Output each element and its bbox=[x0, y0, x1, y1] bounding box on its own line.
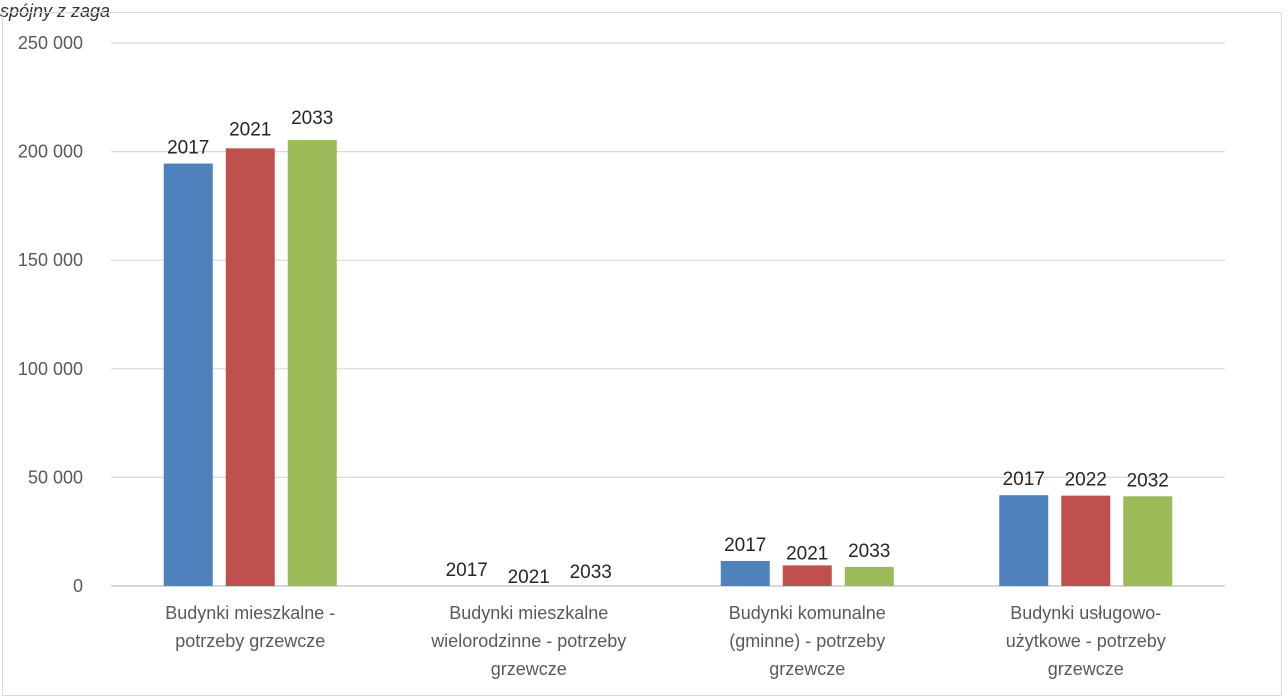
bar bbox=[782, 565, 832, 586]
bar bbox=[720, 561, 770, 586]
bar bbox=[163, 163, 213, 586]
category-label: Budynki usługowo- bbox=[1010, 603, 1161, 623]
category-label: wielorodzinne - potrzeby bbox=[430, 631, 626, 651]
data-label: 2032 bbox=[1127, 470, 1169, 491]
chart-frame: 0 50 000 100 000 150 000 200 000 250 000 2017… bbox=[2, 12, 1282, 696]
y-tick-label: 0 bbox=[73, 576, 83, 596]
gridlines bbox=[111, 42, 1225, 587]
data-label: 2021 bbox=[786, 543, 828, 564]
category-label: grzewcze bbox=[1048, 659, 1124, 679]
category-label: grzewcze bbox=[769, 659, 845, 679]
y-tick-label: 250 000 bbox=[18, 33, 83, 53]
bar-chart: 0 50 000 100 000 150 000 200 000 250 000 2017… bbox=[18, 33, 1225, 679]
category-label: użytkowe - potrzeby bbox=[1006, 631, 1166, 651]
y-tick-label: 150 000 bbox=[18, 250, 83, 270]
category-label: Budynki mieszkalne bbox=[449, 603, 608, 623]
data-label: 2033 bbox=[291, 108, 333, 129]
data-label: 2017 bbox=[446, 560, 488, 581]
data-label: 2022 bbox=[1065, 470, 1107, 491]
data-label: 2017 bbox=[1003, 469, 1045, 490]
category-labels: Budynki mieszkalne - potrzeby grzewcze Bud… bbox=[165, 603, 1166, 679]
bar bbox=[225, 148, 275, 587]
y-tick-label: 100 000 bbox=[18, 359, 83, 379]
data-label: 2021 bbox=[229, 119, 271, 140]
data-label: 2017 bbox=[724, 535, 766, 556]
bar bbox=[287, 140, 337, 586]
top-caption: spójny z zaga bbox=[0, 1, 111, 21]
bars bbox=[163, 140, 1173, 587]
y-tick-label: 200 000 bbox=[18, 142, 83, 162]
data-label: 2033 bbox=[570, 562, 612, 583]
category-label: grzewcze bbox=[491, 659, 567, 679]
category-label: (gminne) - potrzeby bbox=[729, 631, 885, 651]
y-tick-label: 50 000 bbox=[28, 467, 83, 487]
bar bbox=[999, 495, 1049, 586]
data-label: 2017 bbox=[167, 138, 209, 159]
category-label: Budynki mieszkalne - bbox=[165, 603, 335, 623]
bar bbox=[1061, 495, 1111, 586]
data-label: 2021 bbox=[508, 567, 550, 588]
data-label: 2033 bbox=[848, 541, 890, 562]
category-label: Budynki komunalne bbox=[729, 603, 886, 623]
bar bbox=[844, 566, 894, 586]
category-label: potrzeby grzewcze bbox=[175, 631, 325, 651]
bar bbox=[1123, 496, 1173, 586]
data-labels: 2017 2021 2033 2017 2021 2033 2017 2021 2033 2017… bbox=[167, 108, 1169, 588]
y-axis-tick-labels: 0 50 000 100 000 150 000 200 000 250 000 bbox=[18, 33, 83, 596]
